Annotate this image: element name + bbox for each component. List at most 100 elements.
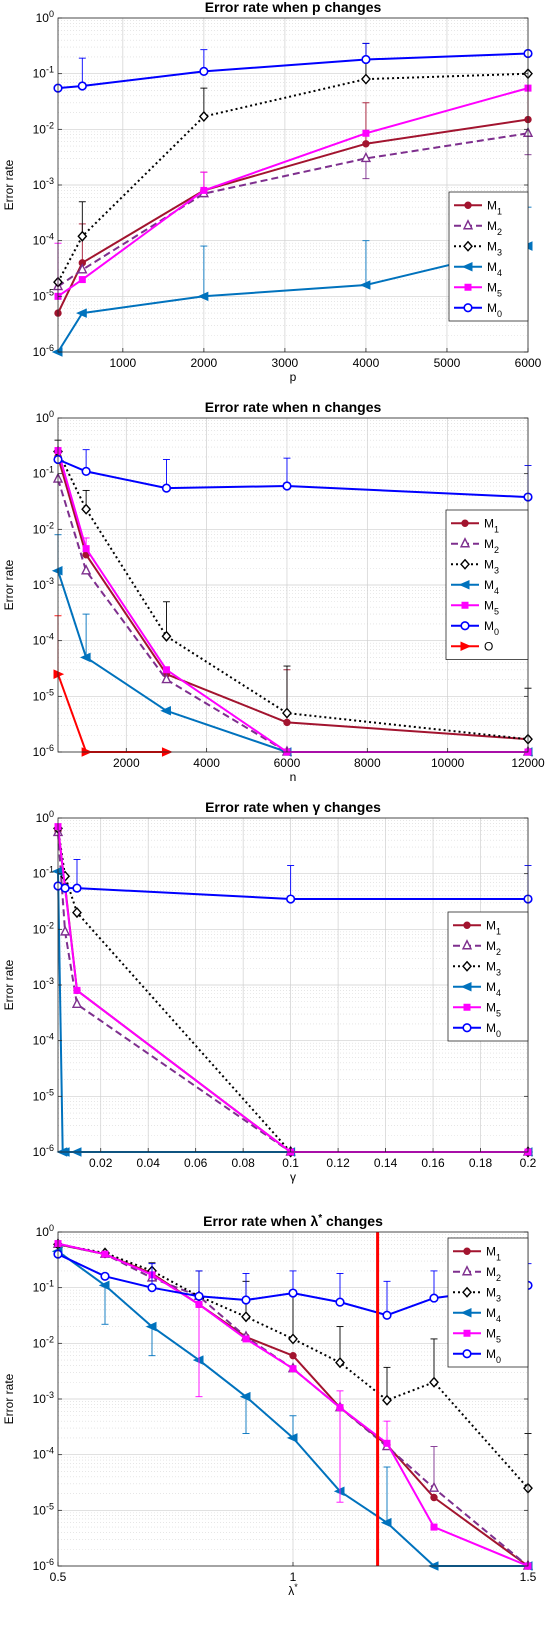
x-axis-label: n — [290, 770, 297, 784]
data-point — [289, 1351, 297, 1360]
data-point — [430, 1523, 438, 1531]
error-bars-m-4 — [101, 1285, 391, 1523]
x-tick-label: 0.18 — [469, 1156, 493, 1170]
data-point — [192, 1355, 204, 1365]
legend-box — [448, 191, 529, 322]
x-tick-label: 0.06 — [184, 1156, 208, 1170]
data-point — [428, 1481, 440, 1492]
legend-item-m-4: M4 — [454, 260, 502, 278]
y-tick-label: 100 — [36, 809, 54, 825]
y-tick-label: 10-1 — [33, 1279, 54, 1295]
legend-marker — [463, 240, 473, 252]
data-point — [382, 1394, 392, 1406]
data-point — [98, 1280, 110, 1291]
data-point — [361, 54, 371, 65]
y-tick-label: 10-4 — [33, 632, 54, 648]
legend-marker — [463, 303, 473, 313]
error-bars-m-5 — [195, 1304, 391, 1503]
data-point — [145, 1321, 157, 1332]
data-point — [197, 291, 209, 302]
error-bars-m-2 — [430, 1446, 438, 1489]
chart-title: Error rate when n changes — [205, 399, 382, 415]
x-tick-label: 8000 — [354, 756, 381, 770]
y-tick-label: 10-2 — [33, 920, 54, 936]
legend-marker — [460, 1307, 472, 1318]
data-point — [194, 1291, 204, 1301]
y-axis-label: Error rate — [2, 559, 16, 610]
x-tick-label: 6000 — [515, 356, 542, 370]
x-tick-label: 0.08 — [231, 1156, 255, 1170]
data-point — [362, 129, 370, 137]
series-line-m-0 — [57, 1253, 529, 1317]
legend-marker — [459, 537, 471, 548]
series-line-m-4 — [57, 1250, 528, 1567]
legend-box — [447, 911, 529, 1042]
legend-marker — [462, 219, 474, 230]
y-tick-label: 100 — [36, 9, 54, 25]
y-axis-label: Error rate — [2, 1373, 16, 1424]
data-point — [100, 1271, 110, 1281]
legend-item-o: O — [451, 639, 493, 653]
data-point — [161, 630, 172, 642]
data-point — [77, 263, 88, 274]
y-tick-label: 10-2 — [33, 1334, 54, 1350]
legend-marker — [462, 1349, 472, 1359]
data-point — [160, 706, 171, 716]
data-point — [71, 997, 83, 1009]
legend-marker — [460, 621, 470, 631]
y-axis-label: Error rate — [2, 159, 16, 210]
series-line-m-2 — [57, 1243, 529, 1567]
data-point — [72, 907, 82, 919]
x-tick-label: 0.12 — [326, 1156, 350, 1170]
x-tick-label: 4000 — [193, 756, 220, 770]
data-point — [286, 894, 296, 904]
data-point — [199, 66, 209, 76]
x-tick-labels: 2000 4000 6000 8000 10000 12000 — [113, 748, 545, 770]
data-point — [78, 276, 86, 284]
x-tick-label: 0.16 — [421, 1156, 445, 1170]
x-tick-label: 6000 — [274, 756, 301, 770]
y-tick-label: 10-3 — [33, 576, 54, 592]
data-point — [59, 925, 71, 936]
x-tick-label: 1.5 — [520, 1570, 537, 1584]
data-point — [429, 1376, 439, 1388]
data-point — [359, 280, 371, 290]
legend-marker — [461, 1265, 473, 1276]
y-tick-label: 100 — [36, 1223, 54, 1239]
data-point — [73, 986, 81, 994]
data-point — [335, 1297, 345, 1307]
data-point — [195, 1300, 203, 1308]
data-point — [289, 1365, 297, 1373]
data-point — [360, 151, 372, 163]
data-point — [53, 669, 65, 679]
data-point — [382, 1310, 392, 1320]
series-m-5 — [54, 1240, 532, 1570]
data-point — [81, 466, 91, 476]
legend-marker — [460, 558, 470, 570]
x-tick-label: 0.02 — [89, 1156, 113, 1170]
data-point — [82, 545, 90, 553]
y-tick-label: 10-1 — [33, 465, 54, 481]
x-tick-label: 0.04 — [137, 1156, 161, 1170]
data-point — [77, 81, 87, 91]
legend-marker — [461, 519, 469, 527]
y-tick-label: 10-5 — [33, 1501, 54, 1517]
x-tick-labels: 0.5 1 1.5 — [50, 1562, 537, 1584]
y-tick-label: 10-4 — [33, 1032, 54, 1048]
data-point — [198, 110, 209, 123]
y-tick-label: 10-3 — [33, 176, 54, 192]
x-tick-label: 2000 — [113, 756, 140, 770]
x-tick-label: 5000 — [434, 356, 461, 370]
data-point — [430, 1493, 438, 1502]
y-tick-label: 10-2 — [33, 120, 54, 136]
data-point — [51, 566, 63, 576]
legend-marker — [462, 1286, 472, 1298]
legend-marker — [460, 641, 472, 652]
data-point — [429, 1293, 439, 1303]
data-point — [60, 883, 70, 893]
y-tick-label: 10-5 — [33, 287, 54, 303]
y-tick-label: 100 — [36, 409, 54, 425]
